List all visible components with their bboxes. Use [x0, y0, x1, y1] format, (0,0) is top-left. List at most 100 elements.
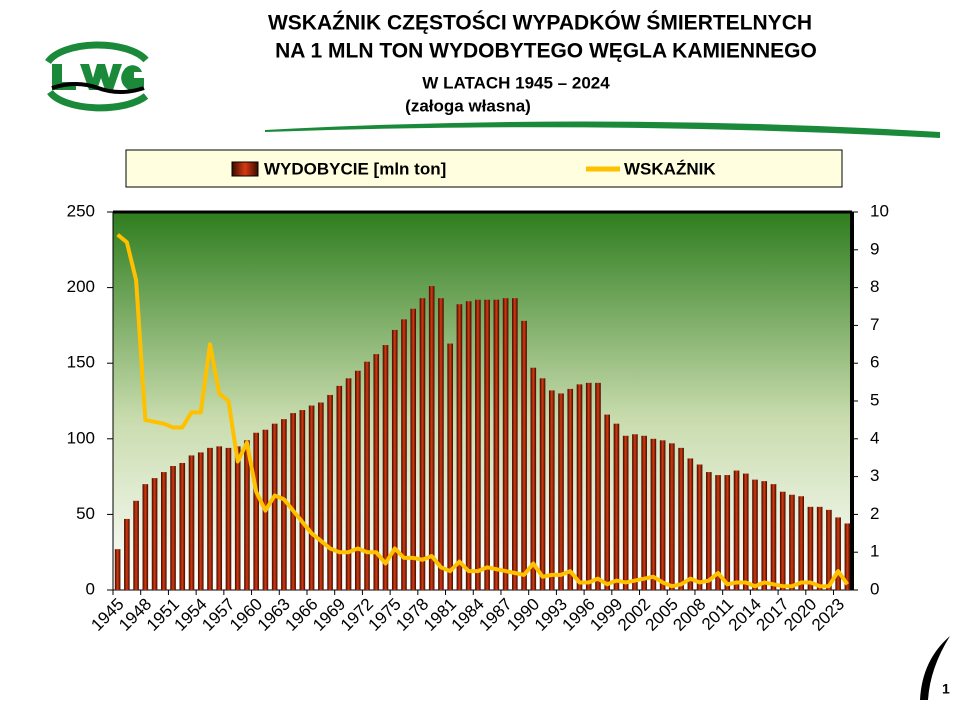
- bar: [650, 438, 657, 590]
- bar: [752, 479, 758, 590]
- bar: [724, 475, 731, 590]
- bar: [604, 414, 611, 590]
- logo: [45, 41, 149, 112]
- bar: [521, 320, 527, 590]
- bar: [807, 506, 814, 590]
- bar: [696, 464, 703, 590]
- bar: [465, 301, 472, 590]
- bar: [558, 393, 564, 590]
- bar: [585, 382, 592, 590]
- bar: [281, 419, 287, 590]
- bar: [678, 447, 684, 590]
- bar: [706, 472, 712, 590]
- bar: [271, 423, 278, 590]
- bar: [669, 443, 675, 590]
- bar: [170, 466, 176, 590]
- decor-curve: [920, 636, 950, 700]
- y2-tick-label: 5: [870, 390, 879, 409]
- y2-tick-label: 1: [870, 542, 879, 561]
- bar: [124, 518, 130, 590]
- bar: [539, 378, 546, 590]
- legend-label: WSKAŹNIK: [624, 159, 716, 178]
- bar: [826, 509, 832, 590]
- bar: [789, 494, 795, 590]
- y2-tick-label: 7: [870, 315, 879, 334]
- bar: [410, 308, 417, 590]
- bar: [456, 304, 463, 590]
- y-tick-label: 150: [67, 353, 95, 372]
- y2-tick-label: 10: [870, 201, 889, 220]
- y-tick-label: 100: [67, 428, 95, 447]
- bar: [133, 500, 139, 590]
- bar: [447, 343, 453, 590]
- bar: [502, 298, 509, 590]
- bar: [512, 298, 518, 590]
- bar: [622, 435, 629, 590]
- bar: [244, 440, 250, 590]
- subtitle: (załoga własna): [405, 96, 531, 115]
- bar: [161, 472, 167, 590]
- bar: [835, 517, 841, 590]
- bar: [207, 447, 213, 590]
- bar: [225, 447, 232, 590]
- bar: [327, 394, 333, 590]
- bar: [391, 329, 398, 590]
- bar: [715, 475, 721, 590]
- y2-tick-label: 6: [870, 353, 879, 372]
- bar: [419, 298, 426, 590]
- bar: [659, 440, 666, 590]
- bar: [632, 434, 638, 590]
- bar: [484, 299, 490, 590]
- bar: [401, 319, 407, 590]
- bar: [318, 402, 324, 590]
- bar: [779, 491, 786, 590]
- bar: [595, 382, 601, 590]
- bar: [308, 405, 315, 590]
- bar: [530, 367, 537, 590]
- bar: [216, 446, 223, 590]
- title-line: WSKAŹNIK CZĘSTOŚCI WYPADKÓW ŚMIERTELNYCH: [268, 11, 812, 35]
- y2-tick-label: 8: [870, 277, 879, 296]
- bar: [382, 345, 389, 590]
- bar: [493, 299, 500, 590]
- bar: [567, 388, 574, 590]
- x-tick-label: 2023: [808, 595, 848, 635]
- bar: [742, 473, 749, 590]
- bar: [142, 484, 149, 590]
- bar: [151, 478, 158, 590]
- bar: [844, 523, 851, 590]
- bar: [299, 410, 306, 590]
- bar: [548, 390, 555, 590]
- bar: [179, 462, 186, 590]
- bar: [770, 484, 777, 590]
- y2-tick-label: 3: [870, 466, 879, 485]
- bar: [290, 413, 296, 590]
- y-tick-label: 200: [67, 277, 95, 296]
- bar: [438, 298, 444, 590]
- y2-tick-label: 0: [870, 579, 879, 598]
- y2-tick-label: 4: [870, 428, 879, 447]
- bar: [475, 299, 481, 590]
- y2-tick-label: 2: [870, 504, 879, 523]
- line: [116, 233, 850, 589]
- bar: [428, 286, 435, 590]
- subtitle: W LATACH 1945 – 2024: [422, 73, 610, 92]
- bar: [687, 458, 694, 590]
- title-line: NA 1 MLN TON WYDOBYTEGO WĘGLA KAMIENNEGO: [275, 40, 817, 63]
- bar: [354, 370, 361, 590]
- bar: [761, 481, 768, 590]
- y-tick-label: 0: [86, 579, 95, 598]
- bar: [816, 506, 823, 590]
- bar: [253, 432, 259, 590]
- bar: [576, 384, 583, 590]
- bar: [234, 446, 241, 590]
- bar: [336, 385, 343, 590]
- bar: [641, 435, 647, 590]
- bar: [733, 470, 740, 590]
- legend-label: WYDOBYCIE [mln ton]: [264, 159, 446, 178]
- y-tick-label: 50: [76, 504, 95, 523]
- bar: [798, 496, 804, 590]
- y-tick-label: 250: [67, 201, 95, 220]
- bar: [345, 378, 352, 590]
